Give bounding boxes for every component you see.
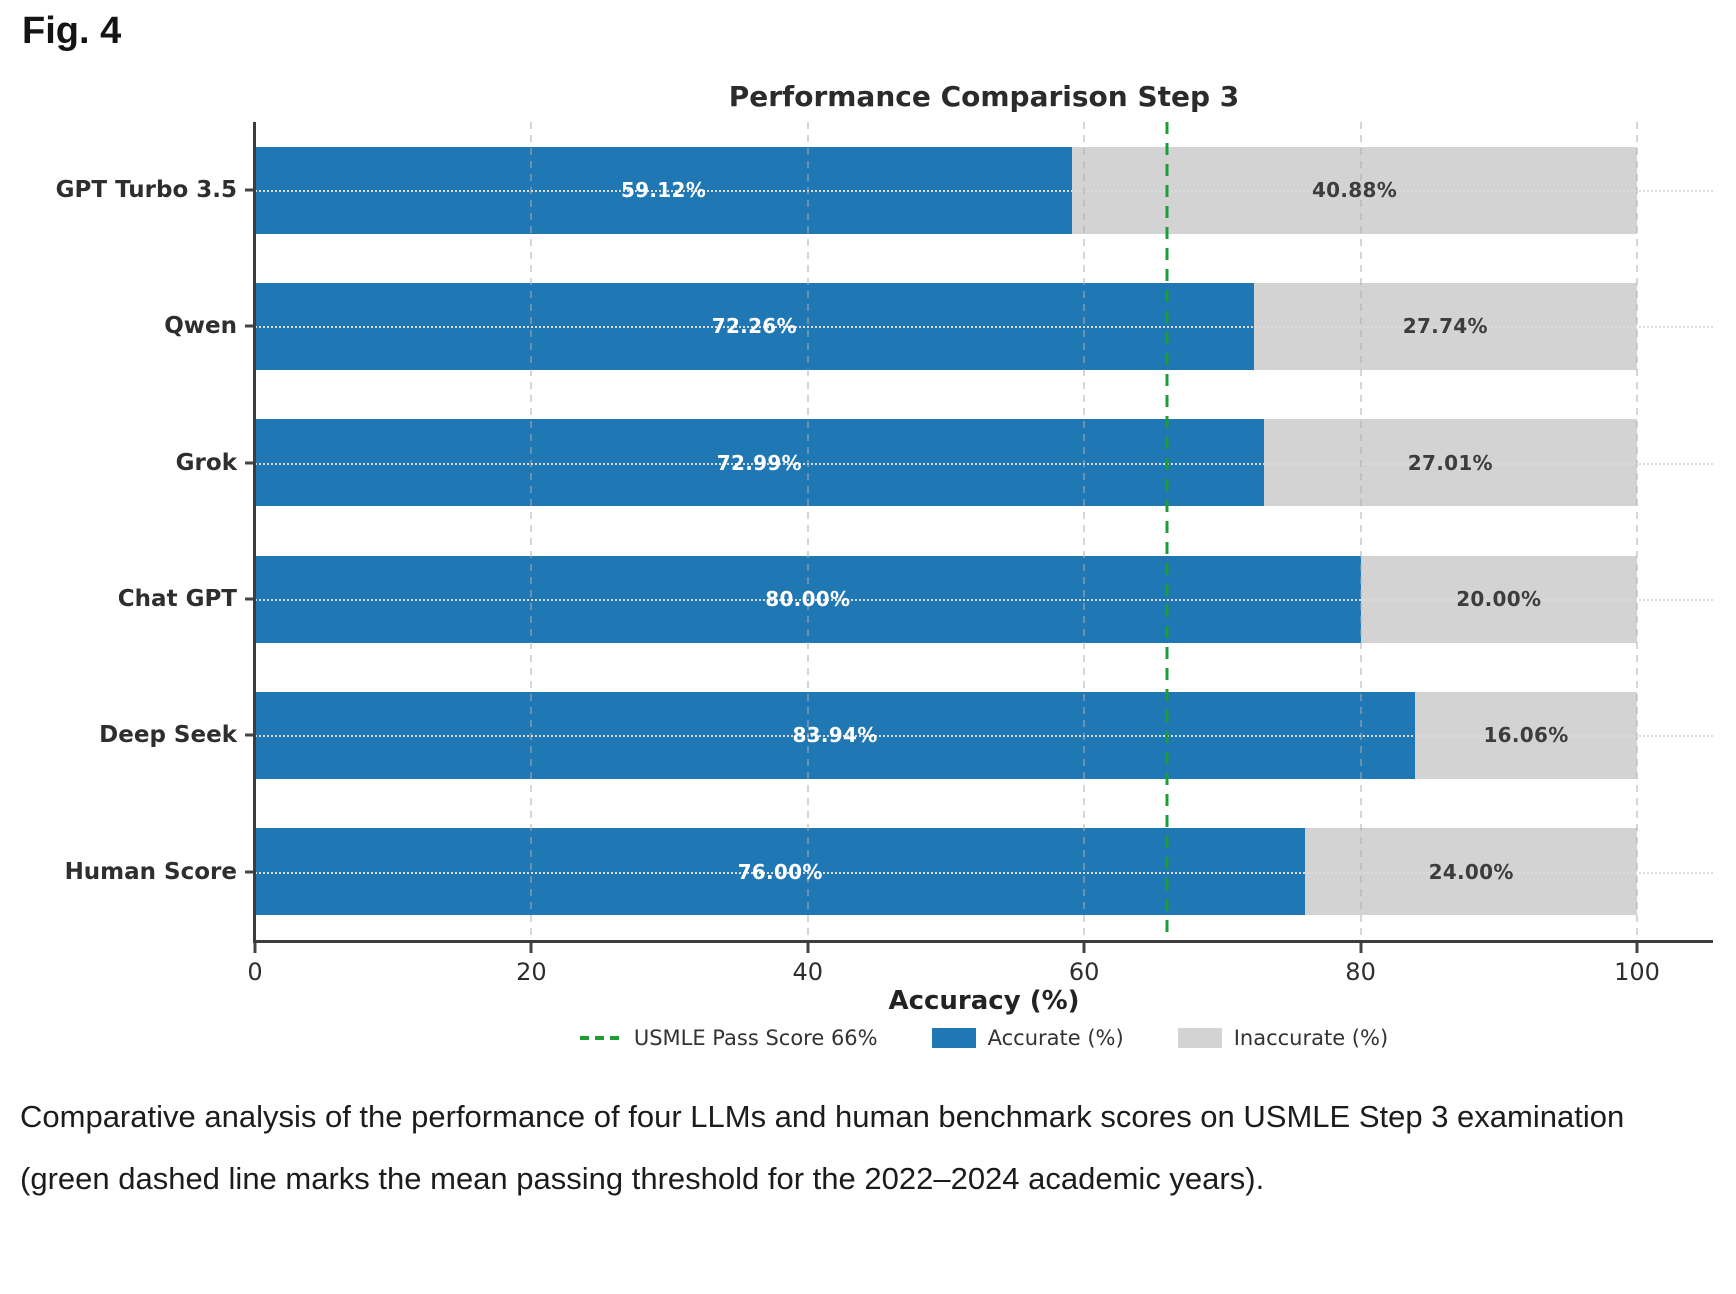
x-tick-labels: 0 20 40 60 80 100 (247, 958, 1713, 990)
gridline (806, 122, 809, 940)
category-label: Qwen (164, 313, 237, 340)
bar-row: Qwen 72.26% 27.74% (164, 258, 1713, 394)
y-axis-spine (253, 122, 256, 940)
figure-caption: Comparative analysis of the performance … (20, 1099, 1625, 1196)
bar-row: GPT Turbo 3.5 59.12% 40.88% (56, 122, 1713, 258)
x-tick-label: 80 (1345, 958, 1376, 986)
gridline (530, 122, 533, 940)
plot-area: GPT Turbo 3.5 59.12% 40.88% Qwen 72.26% … (56, 122, 1713, 986)
category-label: Chat GPT (117, 586, 237, 613)
row-gridline (255, 735, 1713, 738)
x-tick-mark (1635, 942, 1639, 953)
inaccurate-value: 27.01% (1407, 450, 1493, 475)
x-axis-label: Accuracy (%) (888, 986, 1080, 1016)
row-gridline (255, 599, 1713, 602)
x-tick-mark (1082, 942, 1086, 953)
y-tick-mark (245, 870, 255, 874)
x-tick-label: 0 (247, 958, 263, 986)
threshold-line (1165, 122, 1169, 940)
category-label: Human Score (64, 858, 237, 885)
x-tick-mark (529, 942, 533, 953)
dashed-line-icon (579, 1036, 622, 1040)
y-tick-mark (245, 733, 255, 737)
inaccurate-value: 24.00% (1428, 859, 1514, 884)
inaccurate-value: 27.74% (1402, 314, 1488, 339)
x-axis-spine (253, 940, 1713, 943)
legend-item-threshold: USMLE Pass Score 66% (579, 1026, 878, 1050)
inaccurate-value: 40.88% (1311, 178, 1398, 203)
inaccurate-swatch-icon (1177, 1028, 1222, 1048)
row-gridline (255, 190, 1713, 193)
accurate-value: 83.94% (792, 723, 878, 748)
bar-row: Chat GPT 80.00% 20.00% (118, 531, 1713, 667)
legend: USMLE Pass Score 66% Accurate (%) Inaccu… (255, 1026, 1713, 1050)
x-tick-mark (253, 942, 257, 953)
gridline (1635, 122, 1638, 940)
accurate-value: 72.26% (711, 314, 797, 339)
accurate-value: 59.12% (620, 178, 707, 203)
inaccurate-value: 16.06% (1483, 723, 1569, 748)
accurate-value: 76.00% (737, 859, 823, 884)
legend-item-accurate: Accurate (%) (931, 1026, 1124, 1050)
x-tick-label: 40 (792, 958, 824, 986)
y-tick-mark (245, 324, 255, 328)
accurate-value: 80.00% (765, 587, 851, 612)
category-label: Grok (175, 449, 237, 476)
row-gridline (255, 871, 1713, 874)
bar-row: Deep Seek 83.94% 16.06% (99, 667, 1713, 803)
category-label: Deep Seek (99, 722, 237, 749)
x-tick-label: 60 (1068, 958, 1100, 986)
y-tick-mark (245, 461, 255, 465)
inaccurate-value: 20.00% (1456, 587, 1542, 612)
legend-label-accurate: Accurate (%) (987, 1026, 1124, 1050)
category-label: GPT Turbo 3.5 (55, 177, 237, 204)
bar-rows: GPT Turbo 3.5 59.12% 40.88% Qwen 72.26% … (56, 122, 1713, 940)
x-tick-mark (806, 942, 810, 953)
row-gridline (255, 326, 1713, 329)
row-gridline (255, 462, 1713, 465)
accurate-swatch-icon (931, 1028, 976, 1048)
x-tick-label: 20 (516, 958, 547, 986)
x-tick-mark (1359, 942, 1363, 953)
legend-label-threshold: USMLE Pass Score 66% (633, 1026, 878, 1050)
chart-title: Performance Comparison Step 3 (728, 80, 1240, 113)
y-tick-mark (245, 597, 255, 601)
x-tick-label: 100 (1614, 958, 1660, 986)
gridline (1359, 122, 1362, 940)
bar-row: Grok 72.99% 27.01% (176, 395, 1713, 531)
bar-row: Human Score 76.00% 24.00% (65, 804, 1713, 940)
accurate-value: 72.99% (716, 450, 802, 475)
figure-label: Fig. 4 (22, 10, 122, 52)
gridline (1083, 122, 1086, 940)
legend-item-inaccurate: Inaccurate (%) (1177, 1026, 1389, 1050)
y-tick-mark (245, 188, 255, 192)
legend-label-inaccurate: Inaccurate (%) (1233, 1026, 1389, 1050)
